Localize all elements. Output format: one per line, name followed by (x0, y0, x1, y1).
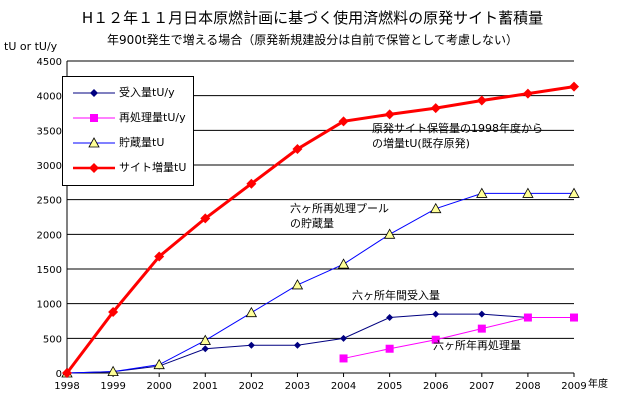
data-point-2 (522, 187, 534, 198)
x-tick-label: 1998 (54, 381, 79, 392)
x-tick-label: 2007 (469, 381, 494, 392)
series-line-3 (65, 85, 575, 374)
data-point-0 (432, 310, 440, 318)
data-point-1 (523, 313, 532, 322)
data-point-2 (245, 306, 258, 318)
data-point-2 (107, 365, 119, 377)
annotation-pool: 六ヶ所再処理プール の貯蔵量 (290, 202, 389, 230)
annotation-accept: 六ヶ所年間受入量 (352, 289, 440, 302)
y-tick-label: 4000 (37, 92, 62, 103)
data-point-2 (199, 334, 211, 345)
x-tick-label: 2003 (285, 381, 310, 392)
data-point-3 (246, 178, 257, 189)
y-tick-label: 4500 (37, 57, 62, 68)
data-point-3 (200, 213, 211, 224)
legend-swatch-site (73, 163, 115, 173)
data-point-2 (337, 258, 350, 269)
data-point-0 (247, 341, 255, 349)
data-point-2 (383, 228, 396, 239)
x-tick-label: 1999 (100, 381, 125, 392)
data-point-0 (340, 334, 348, 342)
data-point-2 (153, 358, 165, 370)
data-point-1 (385, 344, 394, 353)
x-tick-label: 2004 (331, 381, 356, 392)
data-point-0 (478, 310, 486, 318)
data-point-1 (431, 335, 440, 344)
legend-swatch-accept (73, 89, 115, 97)
x-tick-label: 2005 (377, 381, 402, 392)
legend-label-site: サイト増量tU (119, 161, 187, 174)
x-tick-label: 2000 (146, 381, 171, 392)
y-tick-label: 500 (43, 334, 62, 345)
legend-label-accept: 受入量tU/y (119, 86, 175, 99)
data-point-3 (522, 88, 533, 99)
x-axis-label: 年度 (588, 377, 608, 390)
y-tick-label: 2500 (37, 196, 62, 207)
y-tick-label: 0 (56, 369, 62, 380)
data-point-3 (338, 116, 349, 127)
data-point-0 (201, 345, 209, 353)
annotation-reproc: 六ヶ所年再処理量 (433, 339, 521, 352)
data-point-2 (568, 187, 580, 198)
y-tick-label: 1500 (37, 265, 62, 276)
data-point-1 (477, 324, 486, 333)
data-point-3 (384, 109, 395, 120)
series-line-2 (66, 192, 574, 374)
chart-subtitle: 年900t発生で増える場合（原発新規建設分は自前で保管として考慮しない） (107, 33, 518, 47)
y-tick-label: 3500 (37, 126, 62, 137)
data-point-0 (293, 341, 301, 349)
y-axis-label: tU or tU/y (4, 40, 58, 53)
x-tick-label: 2002 (239, 381, 264, 392)
x-tick-label: 2009 (561, 381, 586, 392)
y-tick-label: 3000 (37, 161, 62, 172)
data-point-3 (569, 81, 579, 92)
y-tick-label: 1000 (37, 300, 62, 311)
data-point-0 (386, 314, 394, 322)
legend-label-storage: 貯蔵量tU (119, 136, 165, 149)
chart-title: H１２年１１月日本原燃計画に基づく使用済燃料の原発サイト蓄積量 (81, 9, 544, 27)
y-tick-label: 2000 (37, 230, 62, 241)
legend-label-reproc: 再処理量tU/y (119, 111, 186, 124)
data-point-3 (108, 306, 119, 317)
legend-swatch-storage (73, 137, 115, 148)
series-line-1 (343, 317, 574, 359)
data-point-1 (570, 313, 578, 322)
data-point-3 (154, 251, 165, 262)
data-point-1 (339, 354, 348, 363)
data-point-3 (62, 368, 72, 378)
data-point-2 (430, 202, 442, 214)
x-tick-label: 2008 (515, 381, 540, 392)
x-tick-label: 2001 (193, 381, 218, 392)
data-point-3 (430, 103, 441, 114)
legend-swatch-reproc (73, 114, 115, 122)
data-point-3 (292, 144, 303, 155)
data-point-2 (291, 279, 304, 290)
data-point-2 (476, 187, 488, 198)
x-tick-label: 2006 (423, 381, 448, 392)
annotation-site: 原発サイト保管量の1998年度から の増量tU(既存原発) (372, 122, 543, 150)
legend: 受入量tU/y 再処理量tU/y 貯蔵量tU サイト増量tU (62, 76, 194, 186)
data-point-3 (476, 95, 487, 106)
